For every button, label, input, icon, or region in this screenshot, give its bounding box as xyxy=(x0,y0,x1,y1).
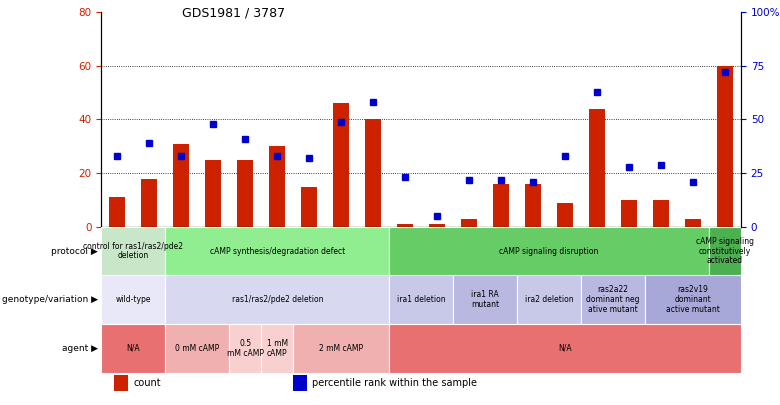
Bar xyxy=(453,275,517,324)
Bar xyxy=(709,227,741,275)
Text: ira1 RA
mutant: ira1 RA mutant xyxy=(471,290,499,309)
Text: 2 mM cAMP: 2 mM cAMP xyxy=(319,344,363,353)
Text: percentile rank within the sample: percentile rank within the sample xyxy=(313,378,477,388)
Bar xyxy=(389,227,709,275)
Text: cAMP signaling disruption: cAMP signaling disruption xyxy=(499,247,599,256)
Bar xyxy=(293,324,389,373)
Text: N/A: N/A xyxy=(558,344,572,353)
Text: cAMP synthesis/degradation defect: cAMP synthesis/degradation defect xyxy=(210,247,345,256)
Bar xyxy=(389,324,741,373)
Bar xyxy=(517,275,581,324)
Bar xyxy=(101,324,165,373)
Bar xyxy=(397,224,413,227)
Bar xyxy=(229,324,261,373)
Text: control for ras1/ras2/pde2
deletion: control for ras1/ras2/pde2 deletion xyxy=(83,242,183,260)
Text: wild-type: wild-type xyxy=(115,295,151,304)
Text: N/A: N/A xyxy=(126,344,140,353)
Bar xyxy=(461,219,477,227)
Bar xyxy=(269,146,285,227)
Text: count: count xyxy=(133,378,161,388)
Text: protocol ▶: protocol ▶ xyxy=(51,247,98,256)
Bar xyxy=(717,66,733,227)
Bar xyxy=(109,197,126,227)
Bar xyxy=(101,227,165,275)
Bar xyxy=(333,103,349,227)
Bar xyxy=(114,375,128,391)
Bar xyxy=(645,275,741,324)
Bar xyxy=(581,275,645,324)
Text: ira1 deletion: ira1 deletion xyxy=(397,295,445,304)
Text: agent ▶: agent ▶ xyxy=(62,344,98,353)
Bar xyxy=(261,324,293,373)
Bar xyxy=(293,375,307,391)
Bar xyxy=(653,200,669,227)
Bar xyxy=(205,160,222,227)
Text: ras1/ras2/pde2 deletion: ras1/ras2/pde2 deletion xyxy=(232,295,323,304)
Text: 0 mM cAMP: 0 mM cAMP xyxy=(176,344,219,353)
Bar xyxy=(173,144,190,227)
Bar xyxy=(557,202,573,227)
Bar xyxy=(589,109,605,227)
Bar xyxy=(237,160,254,227)
Text: GDS1981 / 3787: GDS1981 / 3787 xyxy=(183,6,285,19)
Text: ras2a22
dominant neg
ative mutant: ras2a22 dominant neg ative mutant xyxy=(587,286,640,314)
Bar xyxy=(301,187,317,227)
Bar xyxy=(141,179,158,227)
Text: cAMP signaling
constitutively
activated: cAMP signaling constitutively activated xyxy=(696,237,754,265)
Bar xyxy=(429,224,445,227)
Bar xyxy=(365,119,381,227)
Text: ras2v19
dominant
active mutant: ras2v19 dominant active mutant xyxy=(666,286,720,314)
Text: 0.5
mM cAMP: 0.5 mM cAMP xyxy=(227,339,264,358)
Bar xyxy=(493,184,509,227)
Bar xyxy=(165,275,389,324)
Text: 1 mM
cAMP: 1 mM cAMP xyxy=(267,339,288,358)
Bar xyxy=(165,227,389,275)
Text: genotype/variation ▶: genotype/variation ▶ xyxy=(2,295,98,304)
Bar xyxy=(165,324,229,373)
Bar xyxy=(621,200,637,227)
Bar xyxy=(389,275,453,324)
Bar xyxy=(101,275,165,324)
Bar xyxy=(525,184,541,227)
Bar xyxy=(685,219,701,227)
Text: ira2 deletion: ira2 deletion xyxy=(525,295,573,304)
